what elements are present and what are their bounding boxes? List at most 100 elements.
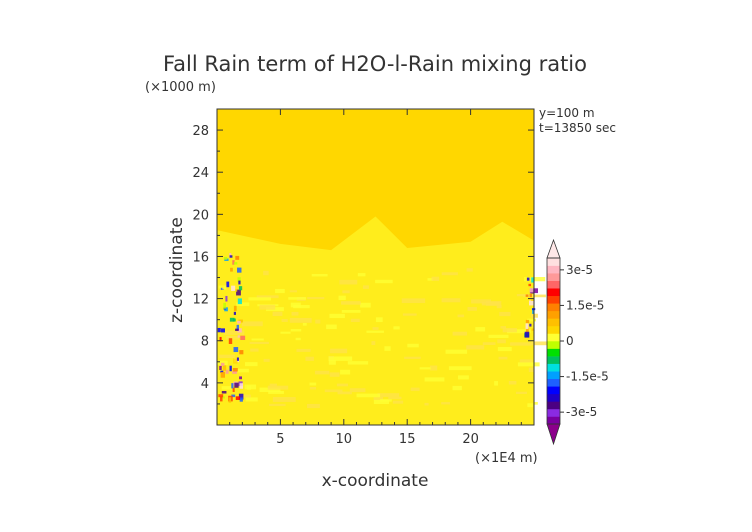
- rain-streak: [243, 394, 251, 398]
- rain-streak: [377, 393, 400, 397]
- convective-cell: [525, 323, 529, 330]
- rain-streak: [268, 390, 284, 394]
- convective-cell: [219, 336, 222, 342]
- rain-streak: [523, 294, 546, 298]
- rain-streak: [372, 327, 379, 330]
- convective-cell: [236, 289, 241, 296]
- convective-cell: [529, 323, 532, 327]
- rain-streak: [349, 388, 366, 393]
- y-tick-label: 28: [192, 124, 209, 139]
- convective-cell: [231, 383, 234, 389]
- rain-streak: [510, 342, 532, 346]
- rain-streak: [407, 343, 419, 348]
- rain-streak: [481, 301, 500, 306]
- rain-streak: [445, 349, 468, 354]
- colorbar-tick-label: 1.5e-5: [566, 298, 604, 312]
- rain-streak: [269, 403, 286, 407]
- convective-cell: [220, 396, 225, 399]
- colorbar-segment: [547, 295, 560, 304]
- colorbar-tick-label: 3e-5: [566, 263, 593, 277]
- rain-streak: [533, 401, 538, 405]
- y-tick-label: 12: [192, 293, 209, 308]
- rain-streak: [350, 318, 360, 323]
- rain-streak: [338, 295, 346, 301]
- rain-streak: [281, 319, 288, 322]
- rain-streak: [223, 330, 245, 335]
- rain-streak: [347, 361, 369, 365]
- rain-streak: [288, 297, 307, 300]
- colorbar-segment: [547, 386, 560, 395]
- convective-cell: [223, 257, 228, 260]
- convective-cell: [225, 369, 229, 374]
- convective-cell: [237, 320, 241, 324]
- colorbar-segment: [547, 318, 560, 327]
- rain-streak: [515, 391, 527, 394]
- rain-streak: [384, 346, 391, 351]
- rain-streak: [289, 317, 312, 323]
- rain-streak: [373, 396, 384, 401]
- rain-streak: [328, 356, 353, 361]
- convective-cell: [224, 307, 228, 312]
- rain-streak: [466, 345, 485, 350]
- rain-streak: [250, 348, 259, 352]
- rain-streak: [272, 311, 283, 317]
- rain-streak: [373, 399, 390, 405]
- rain-streak: [360, 302, 371, 308]
- rain-streak: [245, 397, 258, 402]
- rain-streak: [269, 383, 277, 387]
- rain-streak: [267, 385, 289, 390]
- convective-cell: [531, 328, 535, 331]
- y-tick-label: 4: [201, 377, 209, 392]
- rain-streak: [241, 321, 263, 327]
- x-tick-label: 20: [462, 432, 479, 447]
- convective-cell: [237, 298, 242, 305]
- colorbar-segment: [547, 378, 560, 387]
- colorbar-segment: [547, 265, 560, 274]
- rain-streak: [466, 268, 473, 272]
- convective-cell: [234, 289, 238, 292]
- colorbar-tick-label: -3e-5: [566, 405, 597, 419]
- colorbar-segment: [547, 408, 560, 417]
- rain-streak: [246, 385, 251, 390]
- colorbar-segment: [547, 371, 560, 380]
- rain-streak: [371, 341, 376, 346]
- convective-cell: [229, 255, 233, 258]
- active-rain-layer: [217, 216, 534, 425]
- rain-streak: [429, 365, 438, 371]
- x-tick-label: 5: [276, 432, 284, 447]
- rain-streak: [306, 403, 320, 409]
- rain-streak: [357, 273, 366, 277]
- rain-streak: [392, 400, 404, 404]
- convective-cell: [237, 267, 242, 273]
- rain-streak: [356, 393, 381, 398]
- convective-cell: [239, 383, 244, 389]
- rain-streak: [302, 323, 307, 326]
- rain-streak: [329, 313, 345, 319]
- rain-streak: [467, 307, 477, 311]
- colorbar-segment: [547, 363, 560, 372]
- convective-cell: [222, 365, 227, 371]
- rain-streak: [307, 296, 325, 300]
- colorbar-segment: [547, 280, 560, 289]
- rain-streak: [263, 270, 269, 276]
- rain-streak: [328, 359, 336, 365]
- rain-streak: [290, 302, 301, 308]
- rain-streak: [326, 324, 337, 330]
- rain-streak: [296, 348, 311, 352]
- colorbar-segment: [547, 258, 560, 266]
- rain-streak: [482, 342, 496, 346]
- convective-cell: [529, 293, 532, 298]
- rain-streak: [341, 301, 361, 305]
- convective-cell: [239, 397, 243, 402]
- convective-cell: [233, 311, 236, 315]
- convective-cell: [217, 327, 221, 333]
- rain-streak: [293, 305, 310, 309]
- convective-cell: [218, 285, 223, 289]
- rain-streak: [219, 354, 235, 358]
- rain-streak: [291, 311, 299, 316]
- rain-streak: [502, 328, 517, 333]
- convective-cell: [232, 260, 235, 265]
- x-tick-label: 15: [399, 432, 416, 447]
- convective-cell: [234, 382, 239, 388]
- convective-cell: [225, 295, 228, 302]
